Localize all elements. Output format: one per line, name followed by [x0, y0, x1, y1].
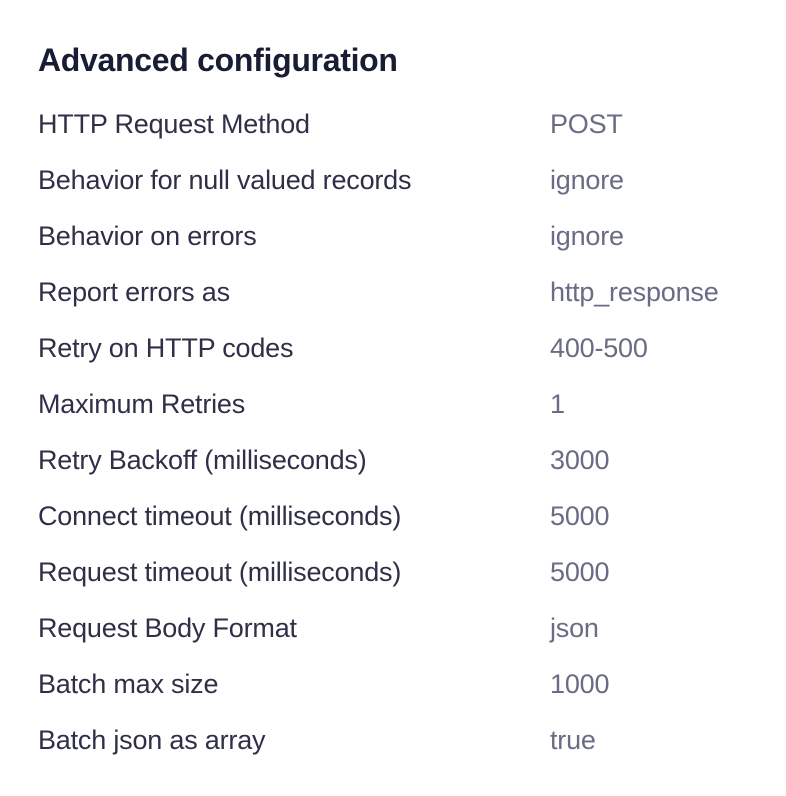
config-row-batch-json-as-array: Batch json as array true — [38, 712, 756, 768]
config-row-retry-http-codes: Retry on HTTP codes 400-500 — [38, 320, 756, 376]
config-row-report-errors-as: Report errors as http_response — [38, 264, 756, 320]
config-value: 5000 — [550, 557, 610, 587]
config-row-connect-timeout: Connect timeout (milliseconds) 5000 — [38, 488, 756, 544]
config-label: Request Body Format — [38, 613, 297, 643]
config-label: Request timeout (milliseconds) — [38, 557, 402, 587]
config-label: Behavior for null valued records — [38, 165, 412, 195]
config-value: POST — [550, 109, 623, 139]
config-label: Connect timeout (milliseconds) — [38, 501, 402, 531]
config-value: true — [550, 725, 596, 755]
config-value: ignore — [550, 165, 624, 195]
config-row-behavior-on-errors: Behavior on errors ignore — [38, 208, 756, 264]
config-label: Behavior on errors — [38, 221, 257, 251]
config-row-behavior-null-records: Behavior for null valued records ignore — [38, 152, 756, 208]
config-label: Report errors as — [38, 277, 230, 307]
config-row-request-body-format: Request Body Format json — [38, 600, 756, 656]
config-label: Batch max size — [38, 669, 219, 699]
config-value: 5000 — [550, 501, 610, 531]
config-value: 400-500 — [550, 333, 648, 363]
config-row-http-request-method: HTTP Request Method POST — [38, 96, 756, 152]
config-rows: HTTP Request Method POST Behavior for nu… — [38, 96, 756, 768]
config-value: 1 — [550, 389, 565, 419]
page-title: Advanced configuration — [38, 42, 398, 78]
config-value: http_response — [550, 277, 719, 307]
config-row-batch-max-size: Batch max size 1000 — [38, 656, 756, 712]
config-row-retry-backoff: Retry Backoff (milliseconds) 3000 — [38, 432, 756, 488]
config-value: 1000 — [550, 669, 610, 699]
config-row-request-timeout: Request timeout (milliseconds) 5000 — [38, 544, 756, 600]
config-row-maximum-retries: Maximum Retries 1 — [38, 376, 756, 432]
config-label: Maximum Retries — [38, 389, 246, 419]
config-value: ignore — [550, 221, 624, 251]
config-label: HTTP Request Method — [38, 109, 310, 139]
config-label: Retry Backoff (milliseconds) — [38, 445, 367, 475]
config-value: 3000 — [550, 445, 610, 475]
config-value: json — [550, 613, 599, 643]
config-label: Retry on HTTP codes — [38, 333, 294, 363]
config-label: Batch json as array — [38, 725, 266, 755]
